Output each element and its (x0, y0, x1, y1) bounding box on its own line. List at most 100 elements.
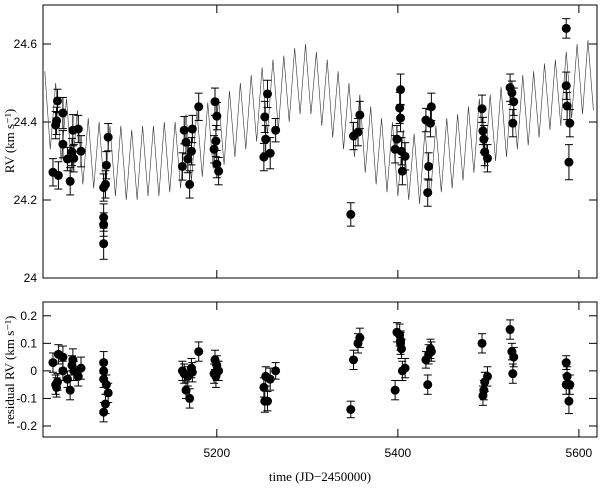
data-point (348, 355, 358, 365)
data-point (423, 380, 433, 390)
data-point (73, 124, 83, 134)
data-point (479, 134, 489, 144)
data-point (392, 134, 402, 144)
y-axis-label: RV (km s⁻¹) (2, 109, 17, 173)
data-point (181, 385, 191, 395)
data-point (396, 336, 406, 346)
y-tick-label: 24 (24, 271, 38, 285)
data-point (101, 160, 111, 170)
data-point (564, 157, 574, 167)
data-point (400, 151, 410, 161)
data-point (355, 333, 365, 343)
data-point (76, 146, 86, 156)
data-point (194, 347, 204, 357)
model-curve (44, 40, 594, 204)
data-point (561, 81, 571, 91)
data-point (58, 139, 68, 149)
data-point (265, 374, 275, 384)
data-point (265, 148, 275, 158)
data-point (210, 97, 220, 107)
data-point (186, 146, 196, 156)
data-point (477, 104, 487, 114)
data-point (103, 388, 113, 398)
data-point (65, 176, 75, 186)
data-point (271, 125, 281, 135)
data-point (479, 385, 489, 395)
data-point (177, 161, 187, 171)
data-point (100, 179, 110, 189)
data-point (194, 102, 204, 112)
data-point (99, 239, 109, 249)
y-tick-label: 0.2 (20, 309, 37, 323)
data-point (58, 108, 68, 118)
data-point (508, 369, 518, 379)
data-point (353, 127, 363, 137)
data-point (346, 404, 356, 414)
data-point (424, 161, 434, 171)
x-tick-label: 5200 (203, 446, 230, 460)
data-point (482, 371, 492, 381)
data-point (390, 385, 400, 395)
y-tick-label: 24.6 (14, 37, 38, 51)
data-point (396, 113, 406, 123)
data-point (99, 213, 109, 223)
data-point (76, 363, 86, 373)
data-point (99, 358, 109, 368)
data-point (505, 325, 515, 335)
data-point (209, 369, 219, 379)
data-point (562, 101, 572, 111)
data-point (212, 111, 222, 121)
data-point (355, 110, 365, 120)
data-point (181, 137, 191, 147)
data-point (426, 347, 436, 357)
data-point (51, 120, 61, 130)
data-point (103, 132, 113, 142)
data-point (400, 363, 410, 373)
data-point (346, 209, 356, 219)
data-point (507, 88, 517, 98)
x-axis-label: time (JD−2450000) (269, 469, 371, 484)
data-point (477, 338, 487, 348)
data-point (69, 153, 79, 163)
data-point (564, 396, 574, 406)
data-point (185, 179, 195, 189)
data-point (58, 366, 68, 376)
data-point (561, 358, 571, 368)
plot-frame (42, 4, 598, 279)
y-axis-label: residual RV (km s⁻¹) (2, 316, 17, 425)
y-tick-label: 0.1 (20, 336, 37, 350)
data-point (68, 355, 78, 365)
data-point (478, 126, 488, 136)
data-point (51, 380, 61, 390)
x-tick-label: 5400 (384, 446, 411, 460)
data-point (509, 352, 519, 362)
data-point (565, 380, 575, 390)
data-point (211, 136, 221, 146)
data-point (52, 96, 62, 106)
data-point (209, 144, 219, 154)
y-tick-label: -0.2 (16, 419, 37, 433)
x-tick-label: 5600 (566, 446, 593, 460)
plot-frame (42, 301, 598, 438)
data-point (561, 23, 571, 33)
data-point (423, 188, 433, 198)
data-point (509, 97, 519, 107)
data-point (65, 385, 75, 395)
y-tick-label: 24.4 (14, 115, 38, 129)
data-point (271, 366, 281, 376)
data-point (58, 352, 68, 362)
data-point (53, 170, 63, 180)
data-point (396, 344, 406, 354)
data-point (508, 118, 518, 128)
data-point (262, 396, 272, 406)
data-point (396, 85, 406, 95)
data-point (214, 166, 224, 176)
data-point (183, 154, 193, 164)
data-point (565, 118, 575, 128)
data-point (187, 367, 197, 377)
y-tick-label: 24.2 (14, 193, 38, 207)
data-point (48, 358, 58, 368)
data-point (187, 124, 197, 134)
data-point (482, 153, 492, 163)
